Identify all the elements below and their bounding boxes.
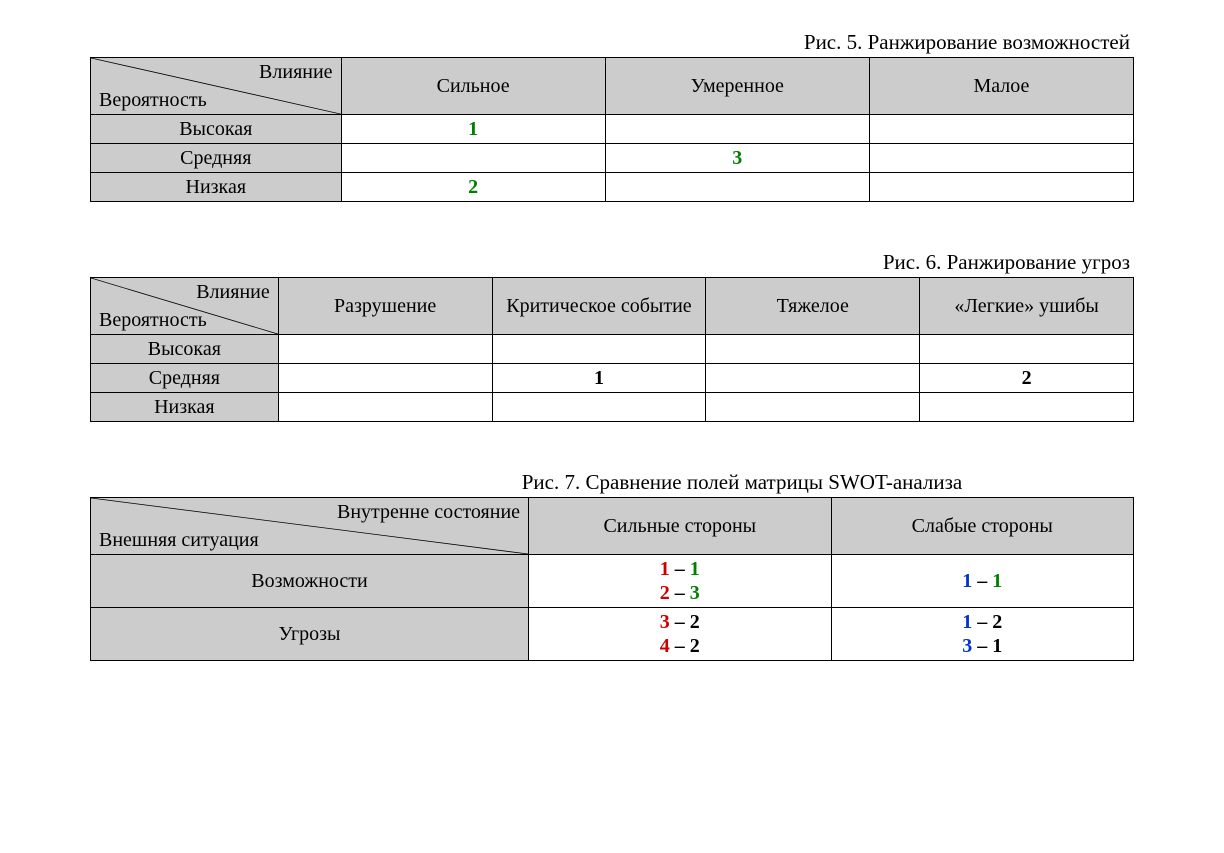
table-row: Влияние Вероятность Сильное Умеренное Ма… [91, 58, 1134, 115]
cell [706, 393, 920, 422]
row-label: Высокая [91, 335, 279, 364]
table-row: Возможности 1 – 12 – 3 1 – 1 [91, 555, 1134, 608]
row-label: Средняя [91, 364, 279, 393]
table-row: Угрозы 3 – 24 – 2 1 – 23 – 1 [91, 608, 1134, 661]
cell: 2 [341, 173, 605, 202]
col-header: Тяжелое [706, 278, 920, 335]
cell: 1 [492, 364, 706, 393]
cell [605, 173, 869, 202]
cell: 1 [341, 115, 605, 144]
cell [869, 144, 1133, 173]
diag-upper: Влияние [196, 280, 270, 304]
col-header: Сильные стороны [529, 498, 831, 555]
table-row: Внутренне состояние Внешняя ситуация Сил… [91, 498, 1134, 555]
table-row: Средняя 3 [91, 144, 1134, 173]
fig6-table: Влияние Вероятность Разрушение Критическ… [90, 277, 1134, 422]
diag-lower: Вероятность [99, 308, 207, 332]
row-label: Средняя [91, 144, 342, 173]
cell [869, 115, 1133, 144]
cell [920, 393, 1134, 422]
diag-lower: Внешняя ситуация [99, 528, 259, 552]
cell [706, 364, 920, 393]
cell [492, 393, 706, 422]
table-row: Низкая [91, 393, 1134, 422]
cell [341, 144, 605, 173]
fig5-caption: Рис. 5. Ранжирование возможностей [90, 30, 1134, 55]
cell [278, 335, 492, 364]
diag-upper: Внутренне состояние [337, 500, 520, 524]
row-label: Низкая [91, 173, 342, 202]
table-row: Высокая 1 [91, 115, 1134, 144]
row-label: Высокая [91, 115, 342, 144]
cell: 1 – 23 – 1 [831, 608, 1133, 661]
cell: 3 – 24 – 2 [529, 608, 831, 661]
col-header: «Легкие» ушибы [920, 278, 1134, 335]
cell: 1 – 1 [831, 555, 1133, 608]
fig7-diag-header: Внутренне состояние Внешняя ситуация [91, 498, 529, 555]
table-row: Влияние Вероятность Разрушение Критическ… [91, 278, 1134, 335]
col-header: Умеренное [605, 58, 869, 115]
fig6-caption: Рис. 6. Ранжирование угроз [90, 250, 1134, 275]
row-label: Возможности [91, 555, 529, 608]
fig5-diag-header: Влияние Вероятность [91, 58, 342, 115]
table-row: Низкая 2 [91, 173, 1134, 202]
table-row: Высокая [91, 335, 1134, 364]
cell [920, 335, 1134, 364]
cell [605, 115, 869, 144]
cell [869, 173, 1133, 202]
col-header: Разрушение [278, 278, 492, 335]
fig7-table: Внутренне состояние Внешняя ситуация Сил… [90, 497, 1134, 661]
cell [278, 393, 492, 422]
row-label: Низкая [91, 393, 279, 422]
cell: 2 [920, 364, 1134, 393]
fig5-table: Влияние Вероятность Сильное Умеренное Ма… [90, 57, 1134, 202]
cell: 1 – 12 – 3 [529, 555, 831, 608]
fig6-diag-header: Влияние Вероятность [91, 278, 279, 335]
cell [492, 335, 706, 364]
diag-lower: Вероятность [99, 88, 207, 112]
fig7-caption: Рис. 7. Сравнение полей матрицы SWOT-ана… [90, 470, 1134, 495]
table-row: Средняя 1 2 [91, 364, 1134, 393]
cell [706, 335, 920, 364]
diag-upper: Влияние [259, 60, 333, 84]
cell [278, 364, 492, 393]
col-header: Слабые стороны [831, 498, 1133, 555]
col-header: Сильное [341, 58, 605, 115]
col-header: Критическое событие [492, 278, 706, 335]
cell: 3 [605, 144, 869, 173]
row-label: Угрозы [91, 608, 529, 661]
col-header: Малое [869, 58, 1133, 115]
